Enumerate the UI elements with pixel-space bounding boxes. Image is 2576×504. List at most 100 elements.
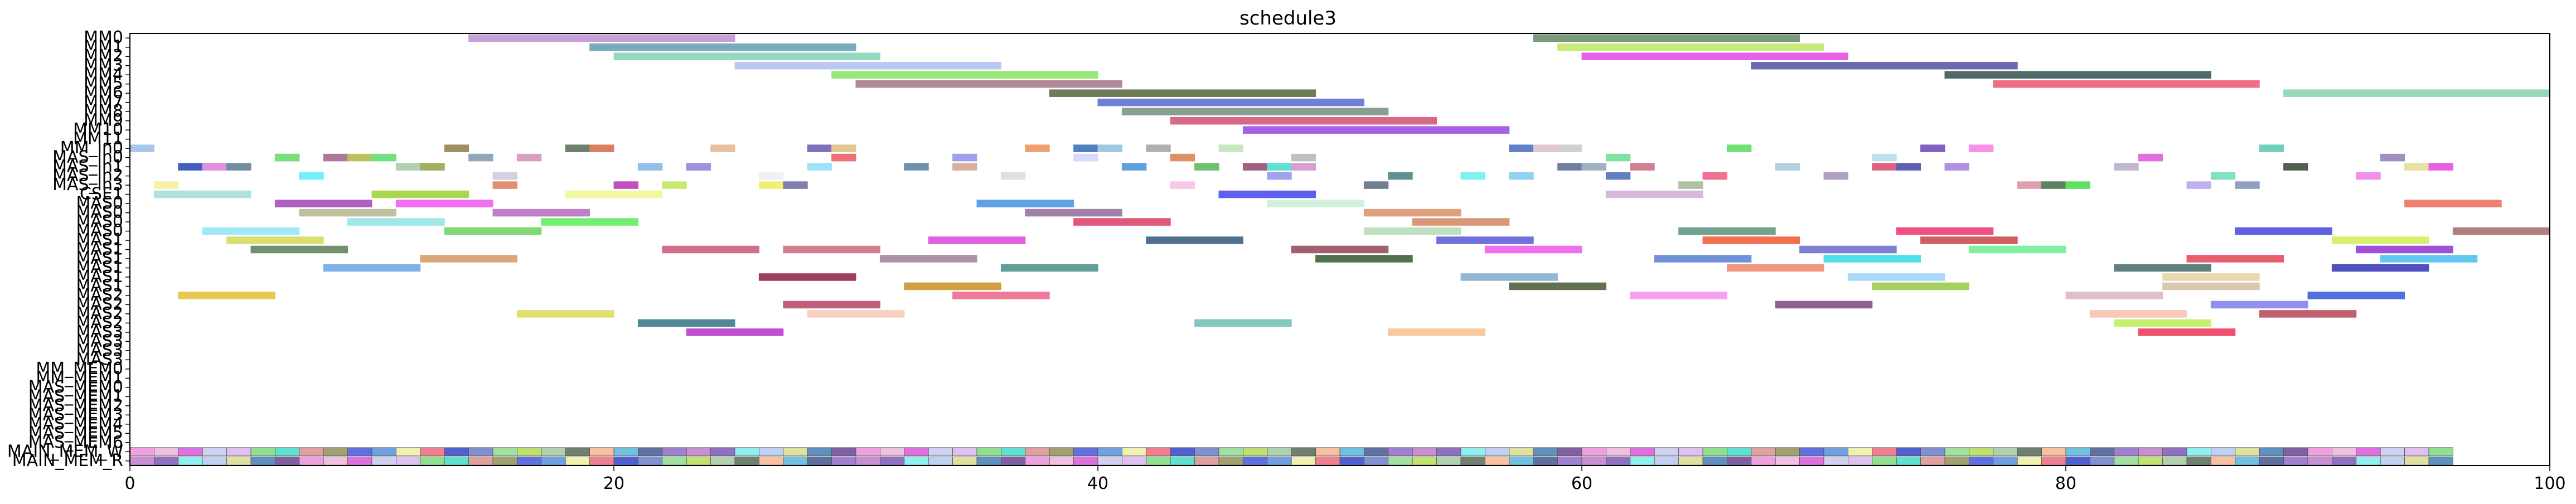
gantt-task-bar xyxy=(976,200,1074,207)
memory-slot-bar xyxy=(2331,447,2357,457)
gantt-task-bar xyxy=(2210,301,2308,309)
gantt-task-bar xyxy=(1678,181,1703,189)
y-tick-label: MAS2 xyxy=(76,294,123,314)
memory-slot-bar xyxy=(759,447,784,457)
gantt-task-bar xyxy=(1170,153,1195,162)
gantt-task-bar xyxy=(153,181,179,189)
gantt-task-bar xyxy=(395,163,421,171)
gantt-task-bar xyxy=(2259,144,2284,152)
gantt-task-bar xyxy=(1872,153,1897,162)
gantt-task-bar xyxy=(2065,181,2090,189)
memory-slot-bar xyxy=(129,447,154,457)
memory-slot-bar xyxy=(2283,456,2308,466)
memory-slot-bar xyxy=(202,456,227,466)
memory-slot-bar xyxy=(807,447,832,457)
memory-slot-bar xyxy=(1726,447,1752,457)
gantt-task-bar xyxy=(274,153,300,162)
memory-slot-bar xyxy=(734,456,759,466)
memory-slot-bar xyxy=(1291,447,1316,457)
gantt-task-bar xyxy=(1025,144,1050,152)
memory-slot-bar xyxy=(1025,447,1050,457)
memory-slot-bar xyxy=(323,456,348,466)
y-tick-label: MM10 xyxy=(73,120,123,139)
gantt-task-bar xyxy=(1581,163,1606,171)
memory-slot-bar xyxy=(2114,456,2139,466)
gantt-task-bar xyxy=(758,172,784,180)
memory-slot-bar xyxy=(1944,447,1969,457)
y-tick-label: MAS_MEM6 xyxy=(28,433,123,452)
gantt-task-bar xyxy=(1146,144,1171,152)
gantt-task-bar xyxy=(2017,181,2042,189)
memory-slot-bar xyxy=(1847,456,1873,466)
memory-slot-bar xyxy=(299,447,324,457)
gantt-task-bar xyxy=(1170,117,1437,125)
memory-slot-bar xyxy=(1460,447,1485,457)
gantt-task-bar xyxy=(1315,255,1413,263)
gantt-task-bar xyxy=(2138,328,2236,336)
gantt-task-bar xyxy=(1073,218,1171,226)
gantt-task-bar xyxy=(1073,153,1098,162)
gantt-task-bar xyxy=(1460,273,1558,281)
memory-slot-bar xyxy=(153,447,179,457)
memory-slot-bar xyxy=(347,456,372,466)
gantt-task-bar xyxy=(492,209,590,217)
y-tick-label: MAS_MEM3 xyxy=(28,405,123,424)
gantt-task-bar xyxy=(202,227,300,235)
memory-slot-bar xyxy=(1291,456,1316,466)
gantt-task-bar xyxy=(1049,89,1316,97)
gantt-task-bar xyxy=(2089,310,2187,318)
gantt-task-bar xyxy=(444,144,469,152)
memory-slot-bar xyxy=(1073,447,1098,457)
memory-slot-bar xyxy=(2186,456,2211,466)
gantt-task-bar xyxy=(783,301,880,309)
gantt-task-bar xyxy=(758,273,856,281)
gantt-task-bar xyxy=(1775,301,1873,309)
y-tick-label: MM8 xyxy=(84,101,123,121)
memory-slot-bar xyxy=(1581,456,1606,466)
memory-slot-bar xyxy=(1509,447,1534,457)
gantt-task-bar xyxy=(807,144,832,152)
memory-slot-bar xyxy=(541,447,566,457)
gantt-task-bar xyxy=(1920,236,2018,244)
gantt-task-bar xyxy=(807,163,832,171)
x-tick-label: 40 xyxy=(1087,474,1108,493)
gantt-task-bar xyxy=(129,144,154,152)
gantt-task-bar xyxy=(1751,61,2018,70)
memory-slot-bar xyxy=(1968,447,1994,457)
memory-slot-bar xyxy=(662,456,687,466)
gantt-task-bar xyxy=(2380,153,2405,162)
gantt-task-bar xyxy=(299,209,396,217)
gantt-task-bar xyxy=(1194,319,1292,327)
memory-slot-bar xyxy=(1194,456,1219,466)
gantt-task-bar xyxy=(1823,172,1848,180)
gantt-task-bar xyxy=(2065,292,2163,299)
y-tick-label: MAS1 xyxy=(76,230,123,250)
gantt-task-bar xyxy=(274,200,372,207)
memory-slot-bar xyxy=(855,456,880,466)
gantt-task-bar xyxy=(2162,282,2260,290)
gantt-task-bar xyxy=(371,190,469,198)
memory-slot-bar xyxy=(2065,456,2090,466)
gantt-task-bar xyxy=(2331,236,2429,244)
gantt-task-bar xyxy=(1218,144,1243,152)
y-tick-label: MM11 xyxy=(73,129,123,149)
memory-slot-bar xyxy=(468,456,493,466)
memory-slot-bar xyxy=(1993,456,2018,466)
memory-slot-bar xyxy=(589,447,614,457)
memory-slot-bar xyxy=(1436,447,1461,457)
gantt-task-bar xyxy=(1267,163,1292,171)
memory-slot-bar xyxy=(2259,447,2284,457)
memory-slot-bar xyxy=(1823,456,1848,466)
memory-slot-bar xyxy=(1920,456,1945,466)
memory-slot-bar xyxy=(2404,447,2429,457)
gantt-task-bar xyxy=(468,153,493,162)
gantt-task-bar xyxy=(1025,209,1122,217)
y-tick-label: MM3 xyxy=(84,56,123,75)
y-tick-label: MAS0 xyxy=(76,203,123,222)
y-tick-label: MM2 xyxy=(84,46,123,66)
x-tick-label: 80 xyxy=(2055,474,2076,493)
gantt-task-bar xyxy=(831,153,856,162)
gantt-task-bar xyxy=(444,227,542,235)
y-tick-label: MM9 xyxy=(84,111,123,130)
memory-slot-bar xyxy=(1775,447,1800,457)
